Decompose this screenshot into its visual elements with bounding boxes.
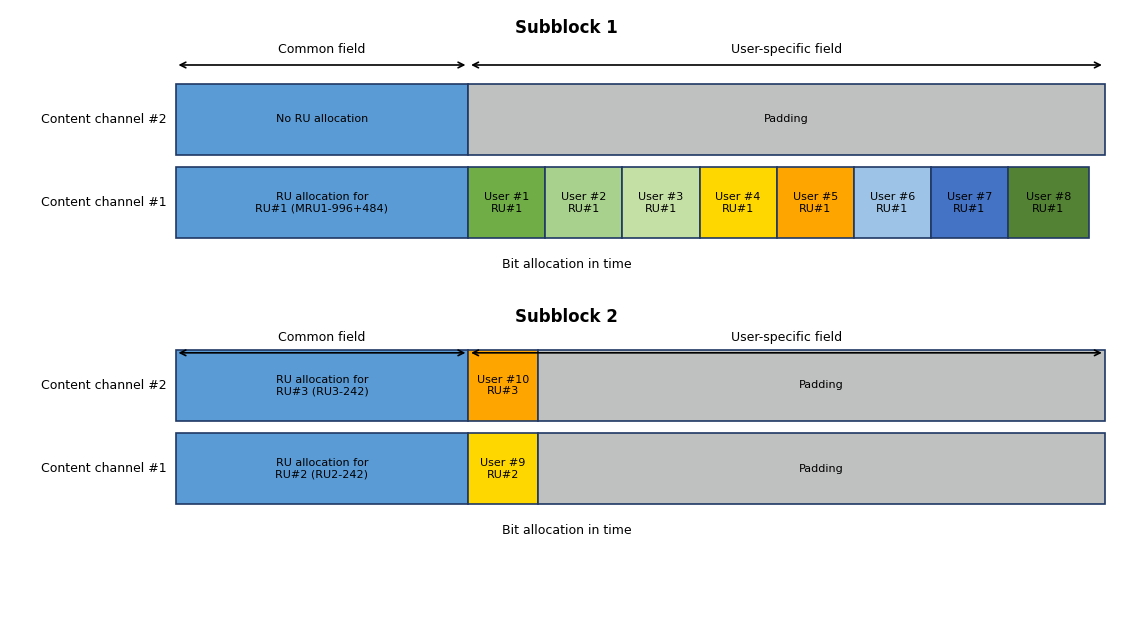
Bar — [545, 167, 622, 238]
Text: Subblock 1: Subblock 1 — [516, 19, 617, 37]
Text: User #3
RU#1: User #3 RU#1 — [638, 192, 683, 214]
Text: Common field: Common field — [279, 331, 366, 344]
Text: User #2
RU#1: User #2 RU#1 — [561, 192, 606, 214]
Bar — [931, 167, 1008, 238]
Bar — [176, 433, 468, 504]
Bar — [538, 350, 1105, 421]
Bar — [468, 84, 1105, 155]
Text: Common field: Common field — [279, 43, 366, 56]
Bar — [468, 167, 545, 238]
Text: User-specific field: User-specific field — [731, 331, 842, 344]
Text: User #5
RU#1: User #5 RU#1 — [793, 192, 838, 214]
Text: Content channel #1: Content channel #1 — [41, 462, 167, 475]
Text: User #6
RU#1: User #6 RU#1 — [870, 192, 915, 214]
Text: Subblock 2: Subblock 2 — [516, 308, 617, 326]
Text: User #8
RU#1: User #8 RU#1 — [1025, 192, 1071, 214]
Text: User #7
RU#1: User #7 RU#1 — [947, 192, 993, 214]
Bar — [622, 167, 699, 238]
Bar — [538, 433, 1105, 504]
Text: User #1
RU#1: User #1 RU#1 — [484, 192, 529, 214]
Text: Padding: Padding — [799, 464, 844, 474]
Text: Content channel #1: Content channel #1 — [41, 196, 167, 209]
Bar — [176, 167, 468, 238]
Text: User #9
RU#2: User #9 RU#2 — [480, 458, 526, 480]
Text: RU allocation for
RU#2 (RU2-242): RU allocation for RU#2 (RU2-242) — [275, 458, 368, 480]
Text: RU allocation for
RU#1 (MRU1-996+484): RU allocation for RU#1 (MRU1-996+484) — [255, 192, 389, 214]
Text: User #10
RU#3: User #10 RU#3 — [477, 374, 529, 396]
Text: Content channel #2: Content channel #2 — [41, 379, 167, 392]
Bar — [468, 350, 538, 421]
Bar — [699, 167, 777, 238]
Bar — [176, 84, 468, 155]
Bar — [1008, 167, 1089, 238]
Text: No RU allocation: No RU allocation — [275, 114, 368, 124]
Bar — [777, 167, 854, 238]
Bar — [468, 433, 538, 504]
Text: Padding: Padding — [799, 380, 844, 391]
Text: Content channel #2: Content channel #2 — [41, 113, 167, 126]
Text: Bit allocation in time: Bit allocation in time — [502, 524, 631, 537]
Text: Bit allocation in time: Bit allocation in time — [502, 258, 631, 272]
Text: User-specific field: User-specific field — [731, 43, 842, 56]
Bar — [854, 167, 931, 238]
Text: User #4
RU#1: User #4 RU#1 — [715, 192, 761, 214]
Text: Padding: Padding — [764, 114, 809, 124]
Bar — [176, 350, 468, 421]
Text: RU allocation for
RU#3 (RU3-242): RU allocation for RU#3 (RU3-242) — [275, 374, 368, 396]
